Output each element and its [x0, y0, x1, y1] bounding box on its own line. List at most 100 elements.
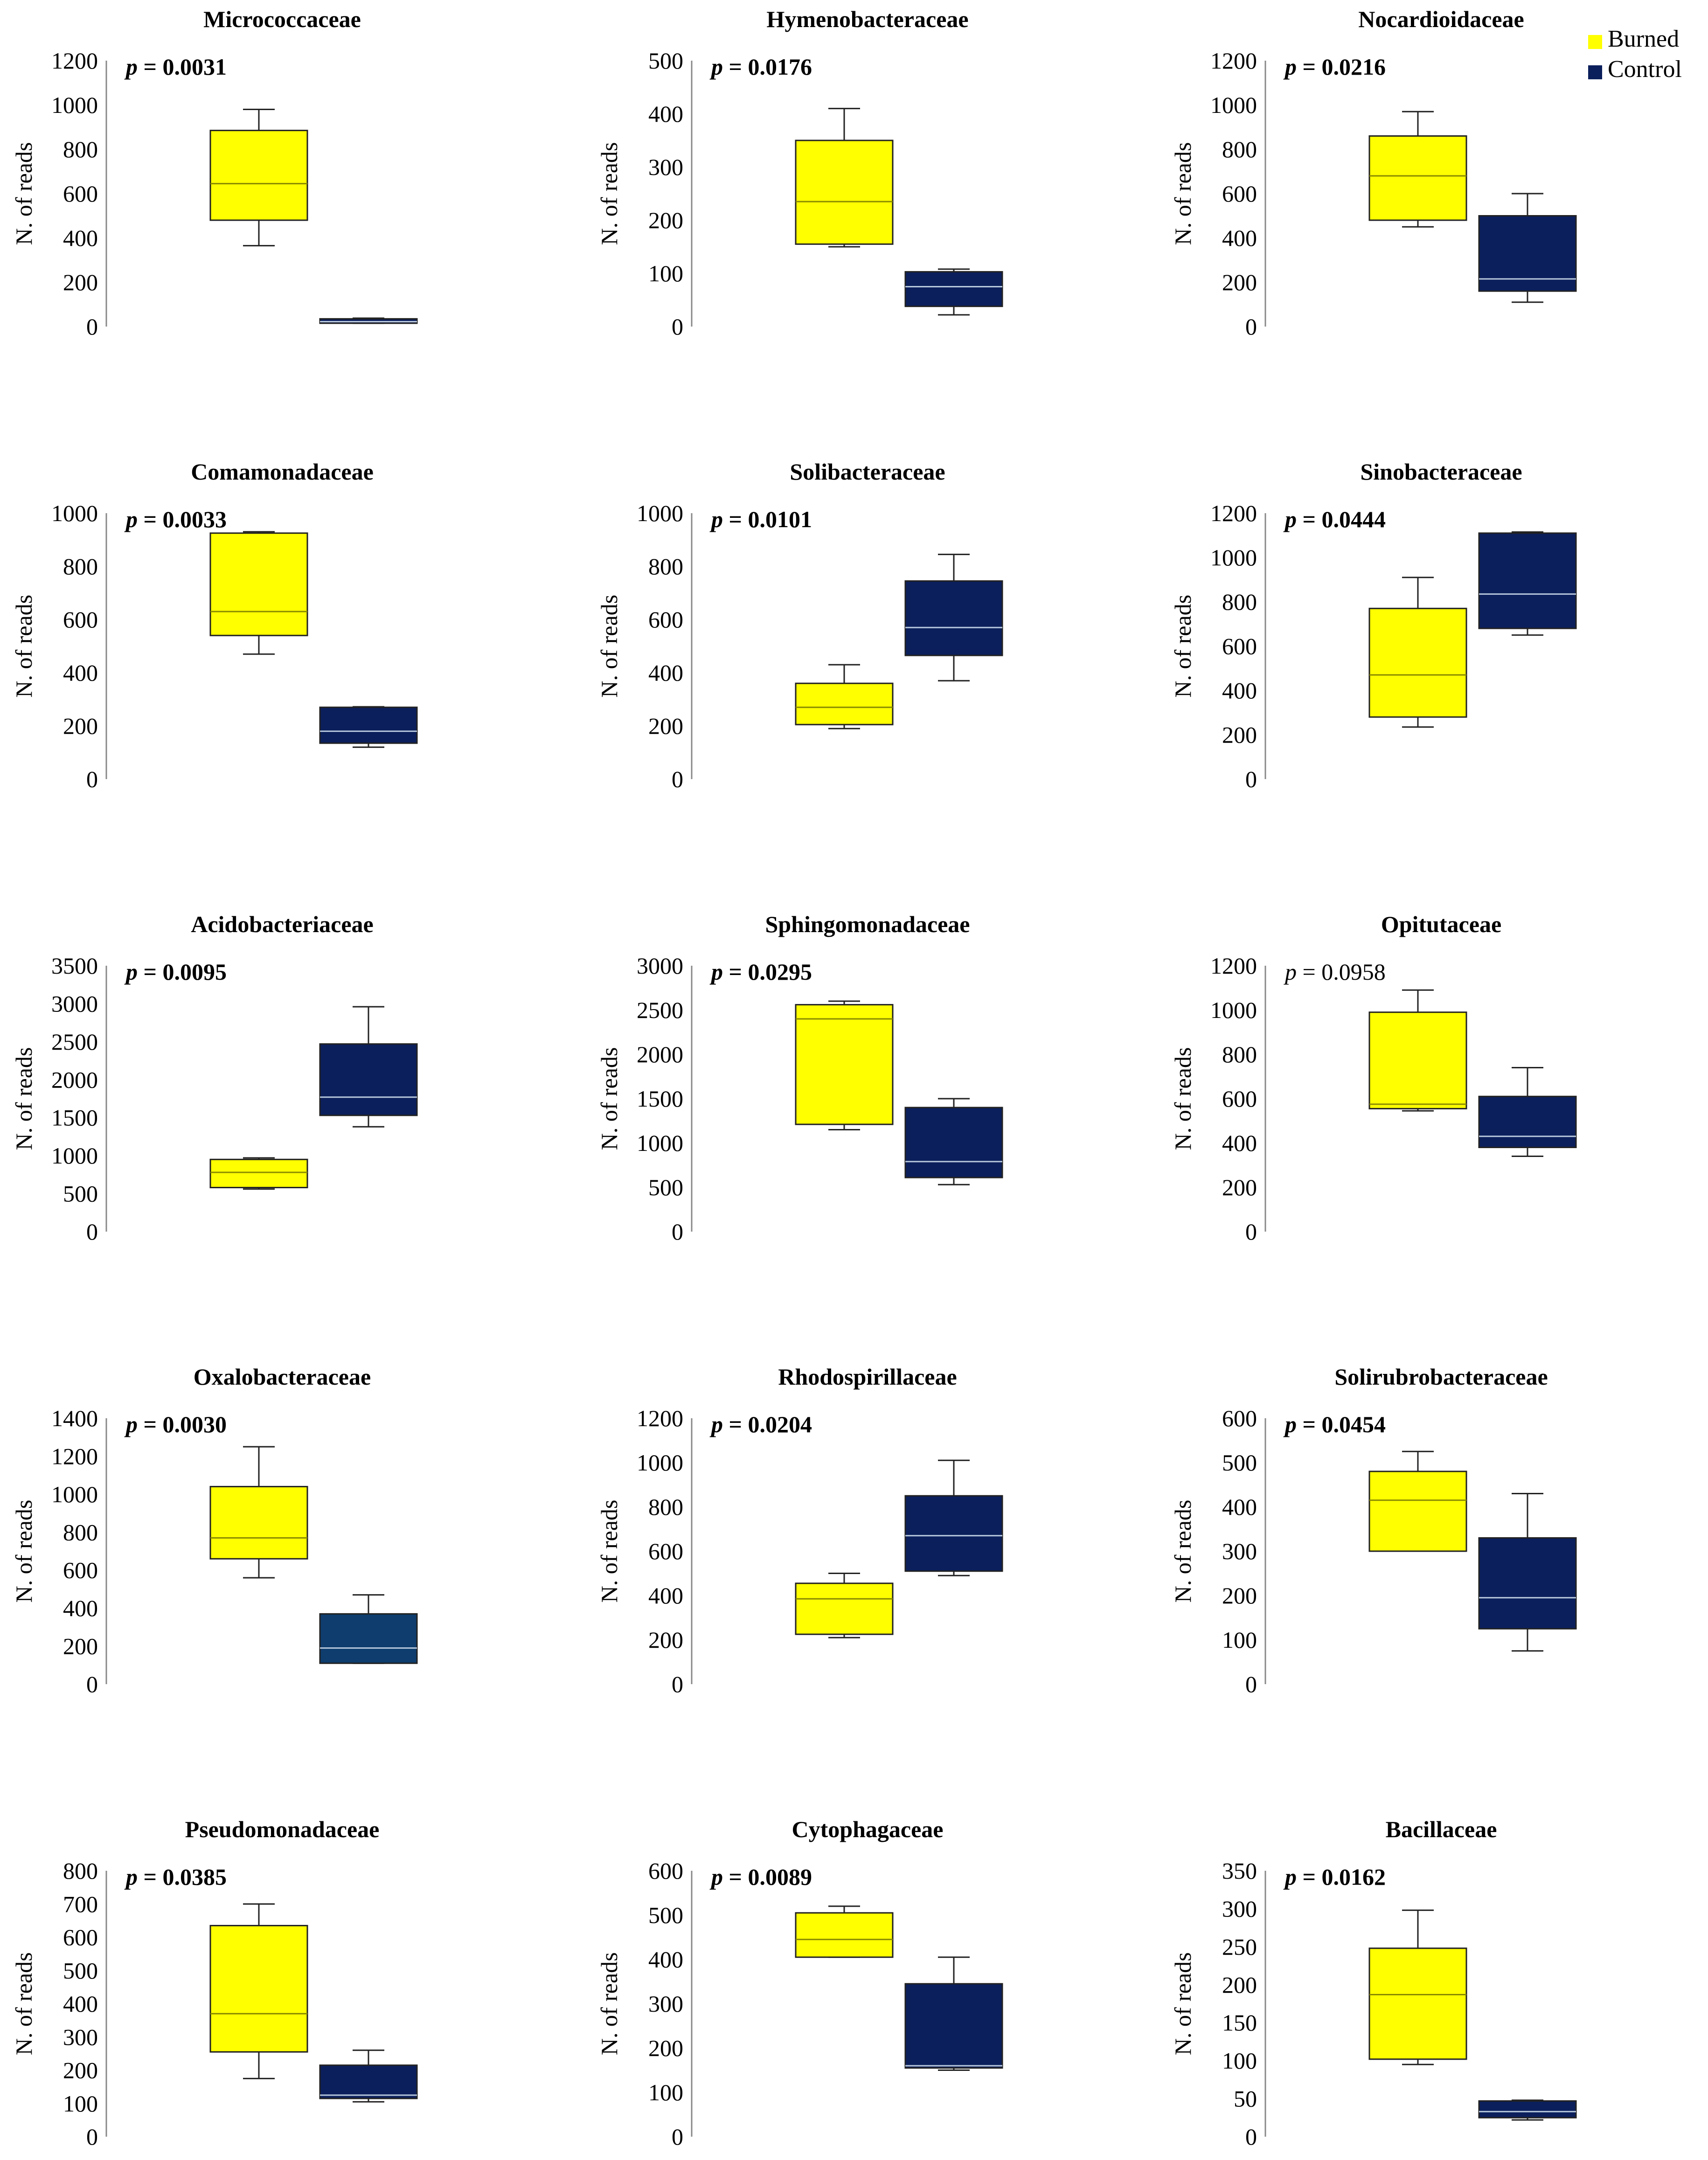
y-tick-label: 1500 [51, 1105, 98, 1131]
box-control [1478, 193, 1577, 303]
y-tick-label: 1000 [637, 500, 683, 526]
y-axis-label: N. of reads [596, 1047, 622, 1150]
box-control [904, 1098, 1003, 1185]
y-tick-label: 500 [648, 1174, 683, 1200]
legend-burned-swatch [1588, 35, 1602, 49]
y-tick-label: 0 [672, 766, 683, 792]
boxplot-panel: Pseudomonadaceae 0 100 200 300 400 500 600 700 80… [11, 1816, 418, 2150]
boxplot-panel: Acidobacteriaceae 0 500 1000 1500 2000 2500 300… [11, 911, 418, 1245]
y-axis-label: N. of reads [1170, 1500, 1196, 1603]
y-tick-label: 3000 [51, 990, 98, 1017]
iqr-box [1478, 1537, 1577, 1630]
panel-title: Solirubrobacteraceae [1334, 1364, 1548, 1390]
y-tick-label: 600 [63, 1924, 98, 1951]
y-tick-label: 400 [648, 101, 683, 127]
boxplot-panel: Opitutaceae 0 200 400 600 800 1000 1200 N. of re… [1170, 911, 1577, 1245]
y-axis-label: N. of reads [596, 1952, 622, 2055]
y-tick-label: 0 [86, 766, 98, 792]
boxplot-panel: Hymenobacteraceae 0 100 200 300 400 500 N. of r… [596, 6, 1003, 340]
p-value: p = 0.0385 [124, 1864, 227, 1890]
y-tick-label: 200 [1222, 1972, 1257, 1998]
y-tick-label: 600 [1222, 181, 1257, 207]
y-tick-label: 400 [648, 1582, 683, 1609]
y-tick-label: 1500 [637, 1086, 683, 1112]
box-burned [795, 664, 894, 730]
y-axis-label: N. of reads [1170, 142, 1196, 245]
y-tick-label: 600 [1222, 633, 1257, 659]
iqr-box [795, 139, 894, 245]
y-tick-label: 400 [1222, 1494, 1257, 1520]
boxplot-panel: Nocardioidaceae 0 200 400 600 800 1000 1200 N. o… [1170, 6, 1577, 340]
y-tick-label: 2000 [637, 1041, 683, 1067]
y-tick-label: 400 [63, 660, 98, 686]
y-tick-label: 800 [63, 553, 98, 579]
boxplot-panel: Comamonadaceae 0 200 400 600 800 1000 N. of rea… [11, 459, 418, 792]
box-burned [209, 531, 308, 655]
y-tick-label: 0 [1245, 2124, 1257, 2150]
y-tick-label: 600 [648, 1858, 683, 1884]
box-control [1478, 531, 1577, 636]
box-burned [795, 1000, 894, 1130]
box-control [319, 706, 418, 748]
y-tick-label: 0 [1245, 1219, 1257, 1245]
iqr-box [209, 532, 308, 636]
box-control [1478, 1067, 1577, 1157]
panel-title: Comamonadaceae [191, 459, 374, 485]
iqr-box [319, 1043, 418, 1116]
y-tick-label: 0 [672, 314, 683, 340]
box-burned [1368, 1450, 1467, 1552]
box-control [904, 553, 1003, 682]
y-tick-label: 400 [1222, 1130, 1257, 1156]
box-burned [1368, 111, 1467, 228]
boxplot-panel: Oxalobacteraceae 0 200 400 600 800 1000 1200 140… [11, 1364, 418, 1697]
y-tick-label: 400 [1222, 225, 1257, 251]
box-control [904, 1459, 1003, 1576]
box-control [319, 1006, 418, 1128]
y-tick-label: 200 [648, 2035, 683, 2061]
p-value: p = 0.0204 [709, 1411, 812, 1437]
iqr-box [795, 1582, 894, 1635]
y-axis-label: N. of reads [11, 595, 37, 698]
y-tick-label: 500 [63, 1958, 98, 1984]
y-tick-label: 1000 [51, 1143, 98, 1169]
p-value: p = 0.0444 [1283, 506, 1386, 532]
legend: Burned Control [1588, 26, 1682, 83]
y-tick-label: 800 [1222, 1041, 1257, 1067]
y-tick-label: 600 [1222, 1405, 1257, 1431]
p-value: p = 0.0095 [124, 959, 227, 985]
y-tick-label: 500 [648, 1902, 683, 1928]
box-burned [209, 1446, 308, 1579]
y-tick-label: 800 [1222, 589, 1257, 615]
panel-title: Sinobacteraceae [1360, 459, 1522, 485]
p-value: p = 0.0216 [1283, 54, 1386, 80]
box-control [319, 2049, 418, 2103]
box-burned [1368, 577, 1467, 728]
y-tick-label: 100 [63, 2090, 98, 2117]
y-tick-label: 1200 [51, 48, 98, 74]
y-tick-label: 100 [1222, 1627, 1257, 1653]
p-value: p = 0.0030 [124, 1411, 227, 1437]
y-axis-label: N. of reads [596, 595, 622, 698]
iqr-box [904, 271, 1003, 307]
boxplot-panel: Solibacteraceae 0 200 400 600 800 1000 N. of re… [596, 459, 1003, 792]
p-value: p = 0.0176 [709, 54, 812, 80]
y-tick-label: 100 [648, 2079, 683, 2105]
box-burned [795, 108, 894, 248]
legend-burned-label: Burned [1608, 26, 1679, 52]
y-tick-label: 0 [672, 2124, 683, 2150]
y-tick-label: 1000 [51, 500, 98, 526]
y-tick-label: 1000 [1210, 997, 1257, 1023]
iqr-box [795, 683, 894, 725]
y-tick-label: 600 [648, 1538, 683, 1564]
iqr-box [1478, 215, 1577, 292]
panel-title: Acidobacteriaceae [191, 911, 374, 937]
y-tick-label: 300 [648, 154, 683, 180]
box-burned [795, 1573, 894, 1638]
box-burned [209, 109, 308, 247]
y-tick-label: 400 [648, 1946, 683, 1972]
y-tick-label: 800 [63, 136, 98, 162]
y-tick-label: 500 [648, 48, 683, 74]
iqr-box [1368, 607, 1467, 718]
panel-title: Cytophagaceae [792, 1816, 944, 1842]
iqr-box [1478, 1095, 1577, 1148]
